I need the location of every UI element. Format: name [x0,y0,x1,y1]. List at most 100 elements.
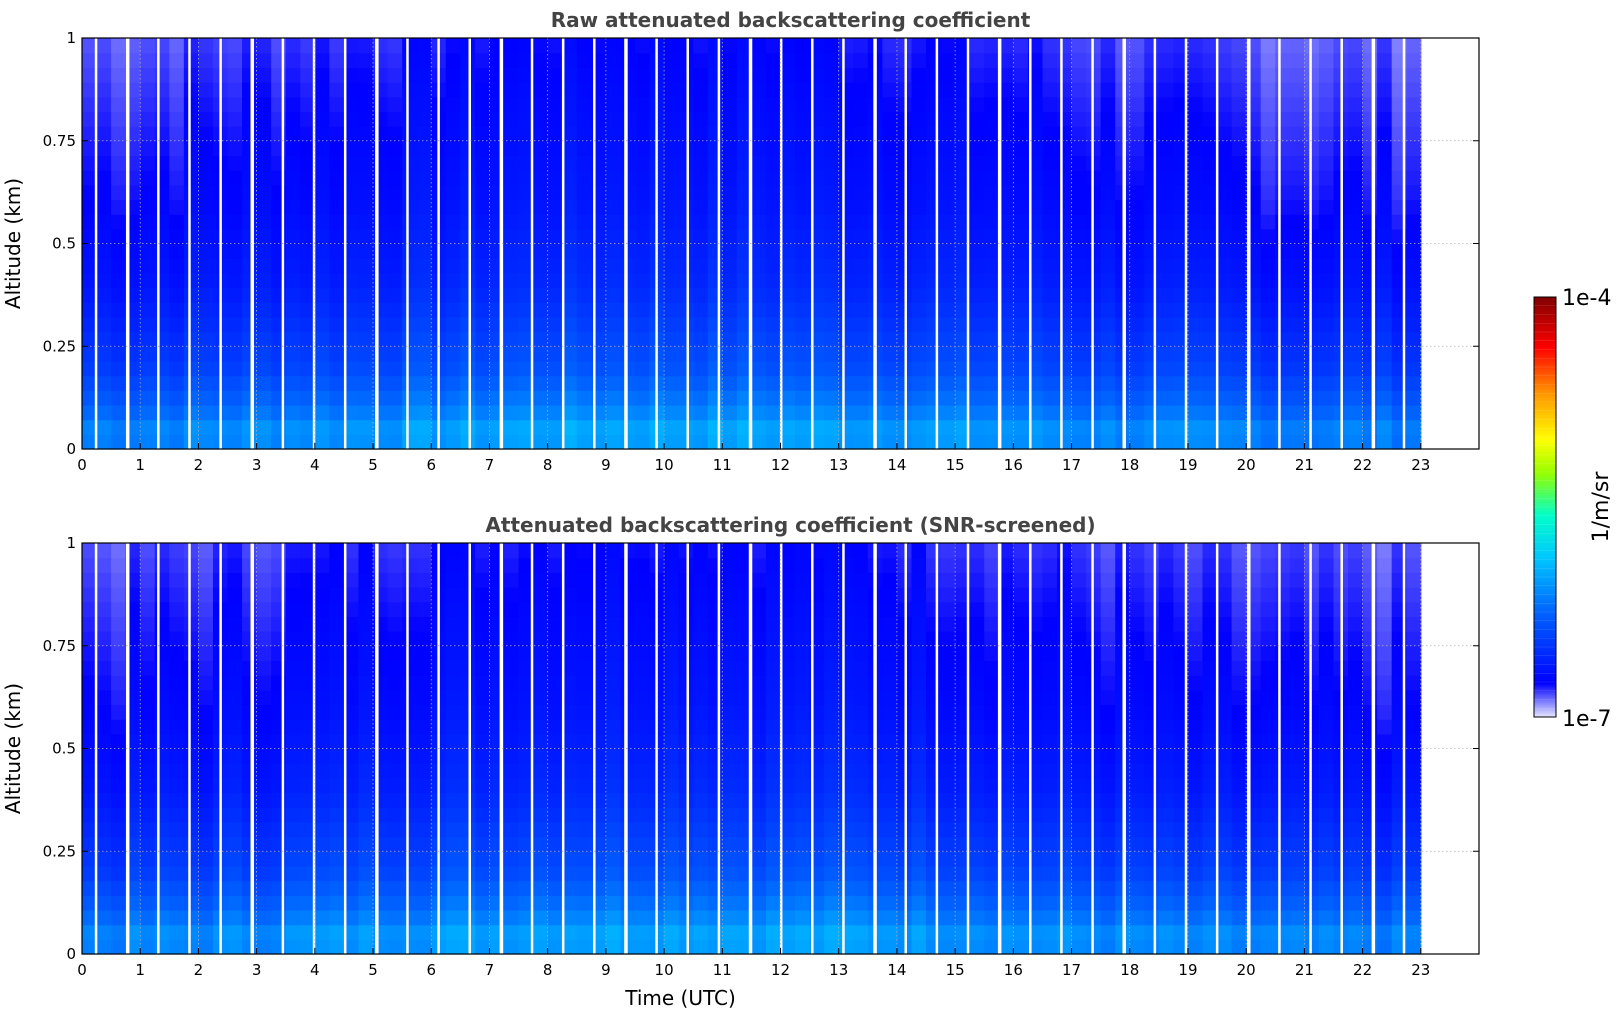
heatmap-cell [1348,126,1363,141]
heatmap-cell [460,895,475,910]
heatmap-cell [708,420,723,435]
heatmap-cell [257,390,272,405]
heatmap-cell [329,214,344,229]
heatmap-cell [388,53,403,68]
heatmap-cell [882,587,897,602]
heatmap-cell [358,866,373,881]
heatmap-cell [475,258,490,273]
heatmap-cell [679,199,694,214]
heatmap-cell [228,332,243,347]
heatmap-cell [315,405,330,420]
heatmap-cell [286,376,301,391]
heatmap-cell [970,704,985,719]
heatmap-cell [824,170,839,185]
heatmap-cell [1130,214,1145,229]
heatmap-cell [402,631,417,646]
heatmap-cell [155,763,170,778]
heatmap-cell [926,317,941,332]
heatmap-cell [708,543,723,558]
heatmap-cell [1203,939,1218,954]
heatmap-cell [941,793,956,808]
heatmap-cell [926,749,941,764]
heatmap-cell [882,405,897,420]
heatmap-cell [679,925,694,940]
heatmap-cell [140,646,155,661]
heatmap-cell [606,646,621,661]
heatmap-cell [751,925,766,940]
heatmap-cell [781,822,796,837]
heatmap-cell [198,690,213,705]
heatmap-cell [388,763,403,778]
heatmap-cell [839,420,854,435]
heatmap-cell [1057,763,1072,778]
heatmap-cell [358,170,373,185]
heatmap-cell [388,302,403,317]
heatmap-cell [402,214,417,229]
heatmap-cell [941,229,956,244]
heatmap-cell [1101,602,1116,617]
heatmap-cell [766,170,781,185]
heatmap-cell [417,675,432,690]
heatmap-cell [1188,273,1203,288]
heatmap-cell [664,734,679,749]
heatmap-cell [751,558,766,573]
heatmap-cell [402,53,417,68]
heatmap-cell [1188,749,1203,764]
heatmap-cell [1232,646,1247,661]
heatmap-cell [111,317,126,332]
heatmap-cell [1203,587,1218,602]
heatmap-cell [184,910,199,925]
heatmap-cell [315,214,330,229]
heatmap-cell [533,155,548,170]
heatmap-cell [882,602,897,617]
heatmap-cell [635,302,650,317]
heatmap-cell [882,925,897,940]
heatmap-cell [722,837,737,852]
heatmap-cell [941,111,956,126]
heatmap-cell [635,317,650,332]
heatmap-cell [184,939,199,954]
heatmap-cell [417,778,432,793]
heatmap-cell [533,572,548,587]
heatmap-cell [286,273,301,288]
heatmap-cell [984,925,999,940]
heatmap-cell [708,851,723,866]
heatmap-cell [693,587,708,602]
heatmap-cell [1363,67,1378,82]
heatmap-cell [1042,631,1057,646]
heatmap-cell [1304,361,1319,376]
heatmap-cell [286,390,301,405]
heatmap-cell [839,646,854,661]
heatmap-cell [882,390,897,405]
heatmap-cell [1319,376,1334,391]
heatmap-cell [853,141,868,156]
heatmap-cell [446,558,461,573]
heatmap-cell [1130,332,1145,347]
heatmap-cell [155,910,170,925]
heatmap-cell [111,660,126,675]
heatmap-cell [388,38,403,53]
heatmap-cell [1130,866,1145,881]
heatmap-cell [460,390,475,405]
heatmap-cell [1072,631,1087,646]
heatmap-cell [111,273,126,288]
heatmap-cell [228,881,243,896]
heatmap-cell [1072,67,1087,82]
heatmap-cell [795,925,810,940]
heatmap-cell [577,763,592,778]
heatmap-cell [1188,361,1203,376]
heatmap-cell [1319,434,1334,449]
heatmap-cell [1275,199,1290,214]
x-tick-label: 23 [1411,456,1430,474]
heatmap-cell [1261,376,1276,391]
heatmap-cell [562,420,577,435]
heatmap-cell [475,317,490,332]
heatmap-cell [1072,390,1087,405]
heatmap-cell [984,82,999,97]
heatmap-cell [402,244,417,259]
heatmap-cell [169,939,184,954]
heatmap-cell [460,302,475,317]
heatmap-cell [577,895,592,910]
heatmap-cell [548,925,563,940]
heatmap-cell [577,185,592,200]
